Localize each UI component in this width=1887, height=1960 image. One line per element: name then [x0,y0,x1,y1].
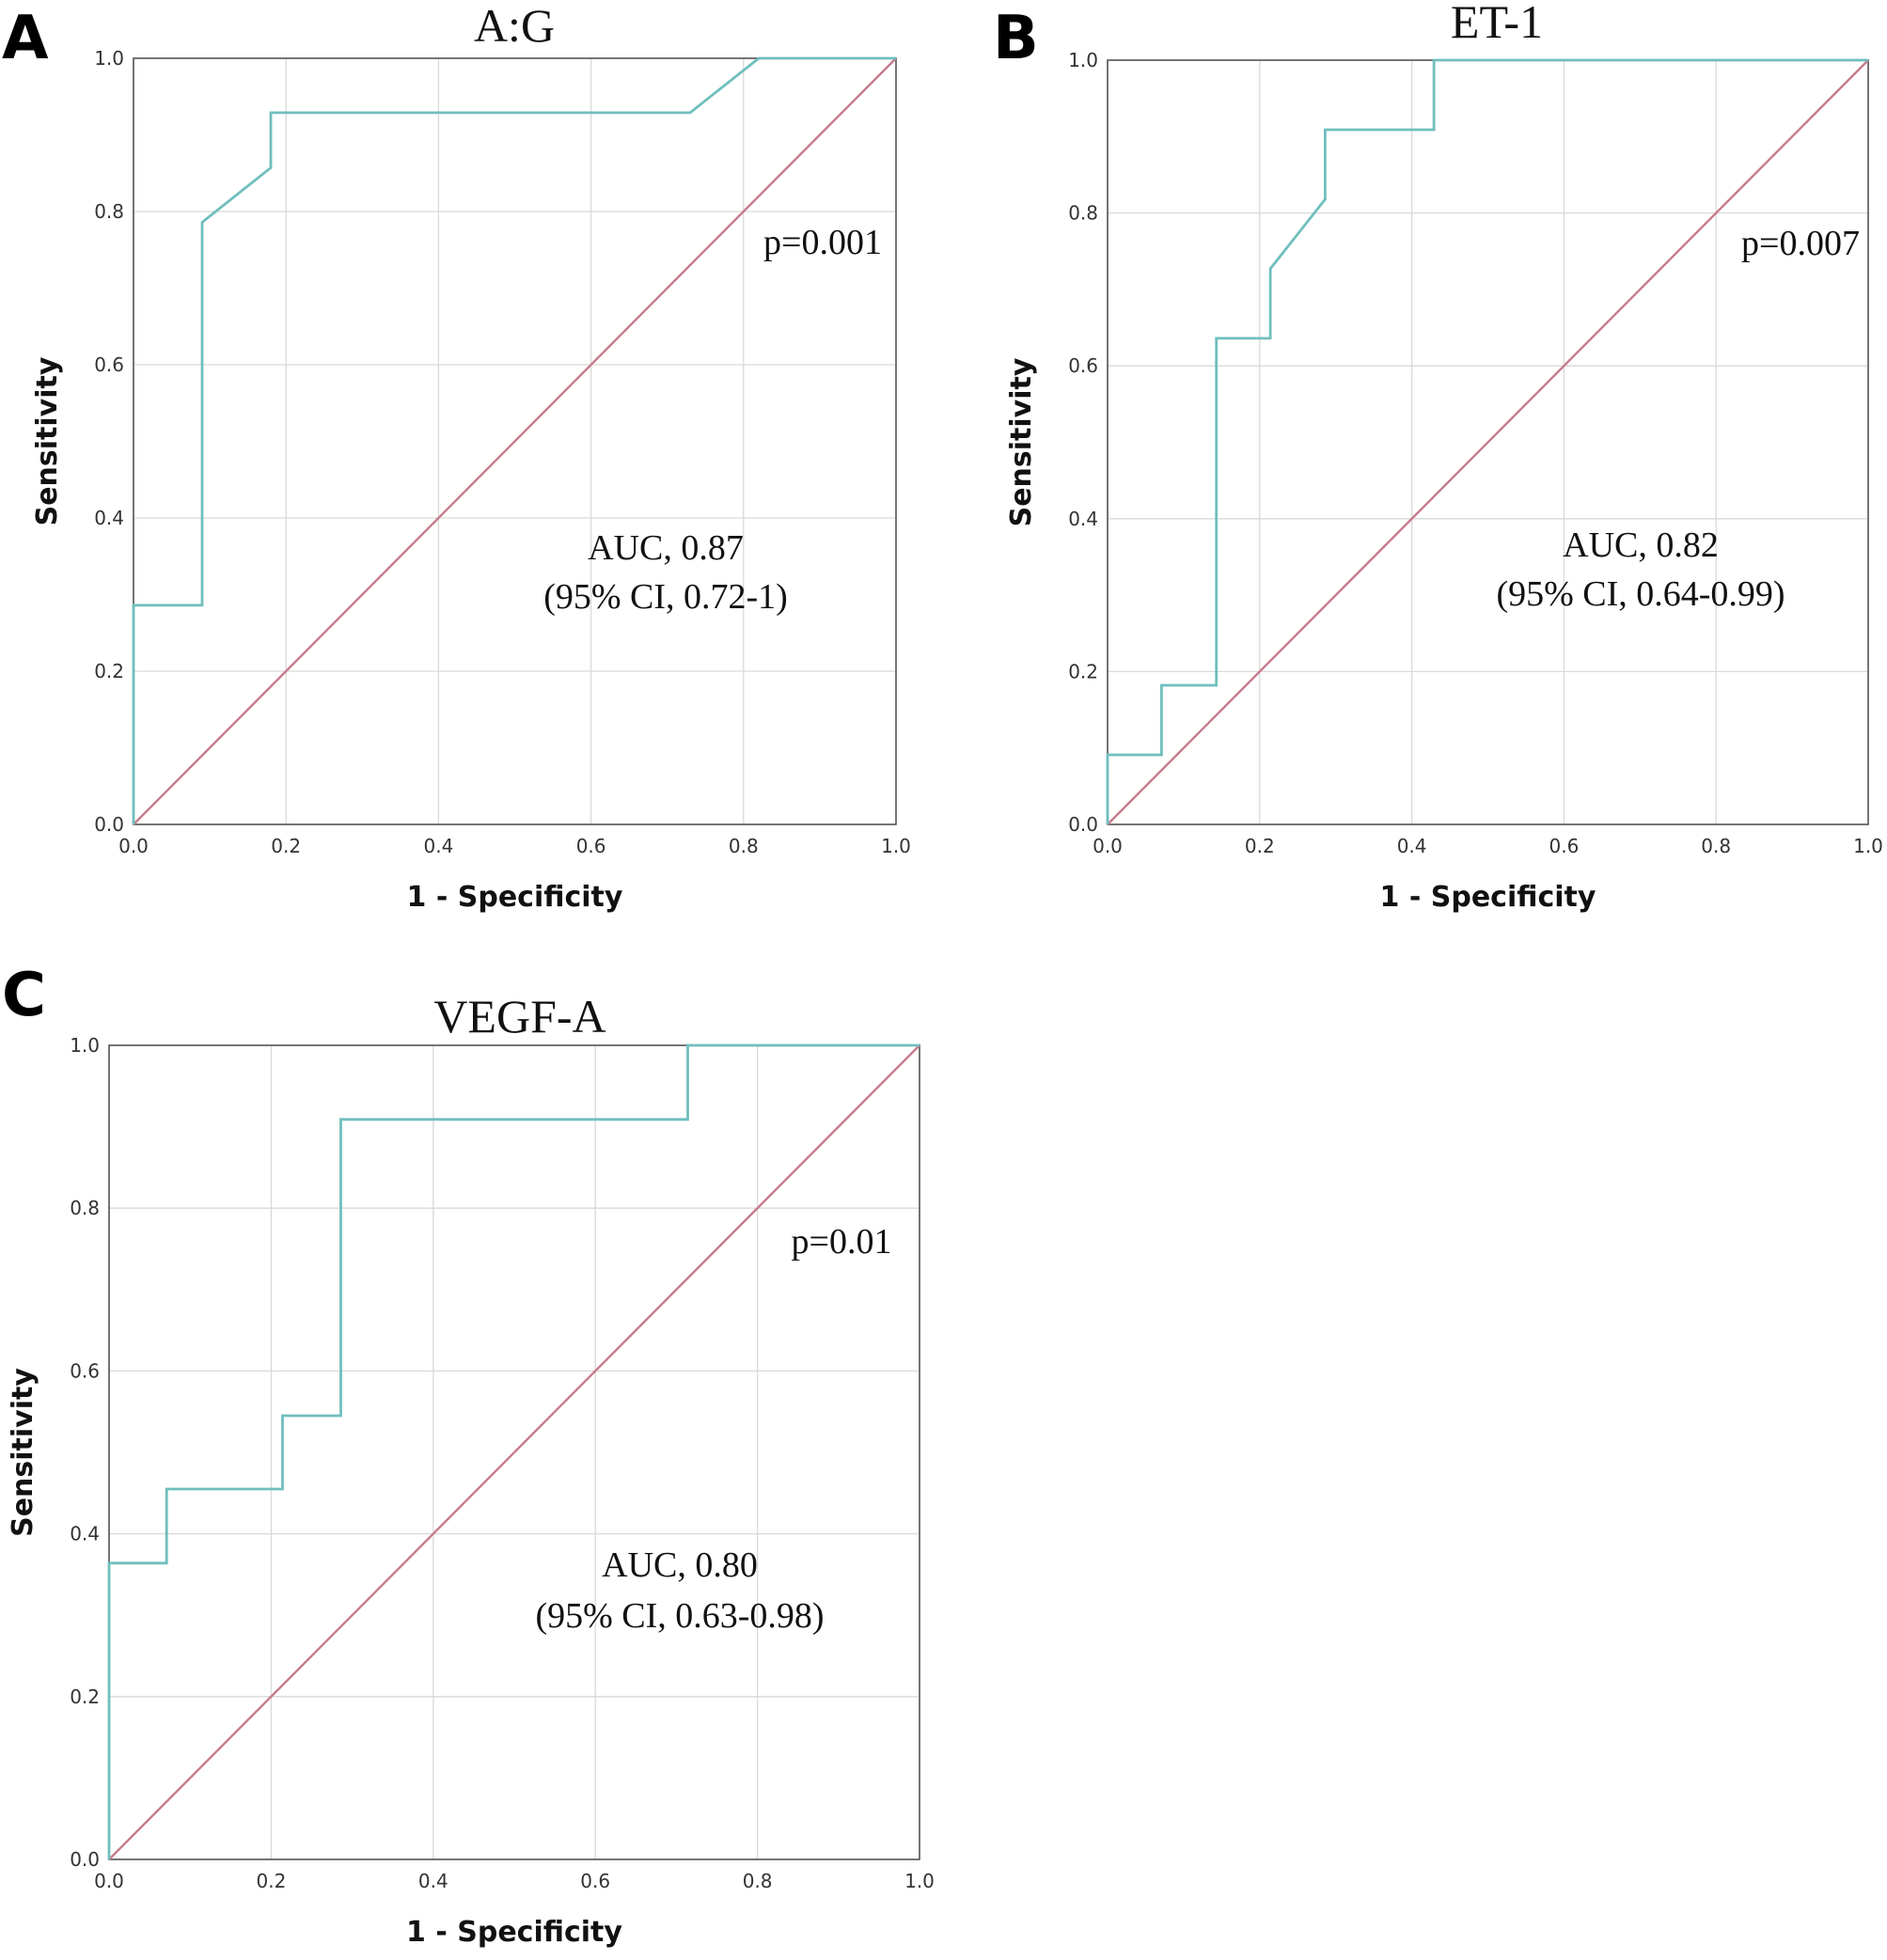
y-tick-label: 0.8 [1068,202,1098,225]
x-tick-label: 0.6 [576,835,606,857]
chart-c: 0.0 0.2 0.4 0.6 0.8 1.0 0.0 0.2 0.4 0.6 0.8 1.0 1 - … [7,1034,935,1949]
plot-area-a [133,57,897,825]
panel-b: B ET-1 0.0 0.2 0.4 0.6 0.8 1.0 0.0 0.2 0.4 0.6 0.8… [993,0,1883,914]
x-axis-label: 1 - Specificity [1380,881,1596,914]
y-tick-label: 0.4 [1068,508,1098,530]
y-tick-label: 0.0 [1068,813,1098,836]
y-axis-label: Sensitivity [7,1368,39,1537]
ci-annotation: (95% CI, 0.72-1) [543,577,788,617]
chart-title-a: A:G [474,0,555,52]
ci-annotation: (95% CI, 0.64-0.99) [1496,574,1785,614]
x-tick-label: 0.4 [1397,835,1427,857]
x-tick-label: 1.0 [904,1870,935,1892]
y-tick-label: 0.0 [94,813,124,836]
x-tick-label: 0.8 [729,835,759,857]
panel-a: A A:G 0.0 0.2 0.4 0.6 0.8 1.0 0.0 0.2 0.4 0.6 0.8 1… [2,0,911,914]
ci-annotation: (95% CI, 0.63-0.98) [535,1596,824,1636]
y-tick-label: 1.0 [94,47,124,70]
p-value-annotation: p=0.007 [1741,224,1860,263]
y-tick-label: 0.2 [1068,660,1098,682]
y-tick-label: 0.6 [1068,354,1098,377]
x-tick-label: 0.0 [1093,835,1123,857]
y-tick-label: 1.0 [70,1034,100,1057]
x-tick-label: 0.6 [1549,835,1579,857]
x-tick-label: 0.2 [1245,835,1275,857]
panel-letter-c: C [2,961,46,1030]
roc-curve-c [107,1043,920,1859]
y-tick-label: 0.8 [94,200,124,223]
x-tick-label: 0.2 [256,1870,286,1892]
y-tick-label: 0.6 [70,1359,100,1382]
x-tick-label: 0.0 [94,1870,124,1892]
y-tick-label: 0.2 [94,660,124,682]
chart-title-c: VEGF-A [433,990,605,1043]
x-tick-label: 0.8 [1701,835,1731,857]
x-axis-label: 1 - Specificity [406,1916,622,1949]
panel-letter-a: A [2,4,49,73]
x-tick-label: 0.0 [118,835,149,857]
x-tick-label: 0.2 [271,835,301,857]
x-tick-label: 0.6 [580,1870,610,1892]
p-value-annotation: p=0.001 [763,223,882,262]
chart-title-b: ET-1 [1451,0,1543,48]
y-tick-label: 0.4 [70,1523,100,1545]
x-tick-label: 0.4 [418,1870,448,1892]
y-tick-label: 0.4 [94,507,124,529]
panel-letter-b: B [993,4,1039,73]
reference-line-b [1107,59,1869,825]
x-tick-label: 1.0 [1853,835,1883,857]
reference-line-c [108,1044,920,1860]
y-axis-label: Sensitivity [31,356,64,525]
roc-curve-a [132,56,896,824]
y-axis-label: Sensitivity [1005,357,1038,526]
x-axis-label: 1 - Specificity [407,881,623,914]
auc-annotation: AUC, 0.87 [588,528,744,568]
x-tick-label: 0.8 [743,1870,773,1892]
p-value-annotation: p=0.01 [792,1222,892,1262]
x-tick-label: 1.0 [881,835,911,857]
x-tick-label: 0.4 [423,835,453,857]
auc-annotation: AUC, 0.82 [1563,525,1719,565]
y-tick-label: 0.8 [70,1197,100,1219]
roc-curve-b [1106,58,1868,824]
chart-b: 0.0 0.2 0.4 0.6 0.8 1.0 0.0 0.2 0.4 0.6 0.8 1.0 1 - … [1005,49,1883,914]
chart-a: 0.0 0.2 0.4 0.6 0.8 1.0 0.0 0.2 0.4 0.6 0.8 1.0 1 - … [31,47,911,914]
reference-line-a [133,57,897,825]
auc-annotation: AUC, 0.80 [602,1545,758,1585]
y-tick-label: 1.0 [1068,49,1098,71]
y-tick-label: 0.6 [94,353,124,376]
panel-c: C VEGF-A 0.0 0.2 0.4 0.6 0.8 1.00.00.20.40.60… [2,961,935,1949]
plot-area-c [108,1044,920,1860]
y-tick-label: 0.2 [70,1686,100,1708]
y-tick-label: 0.0 [70,1848,100,1871]
